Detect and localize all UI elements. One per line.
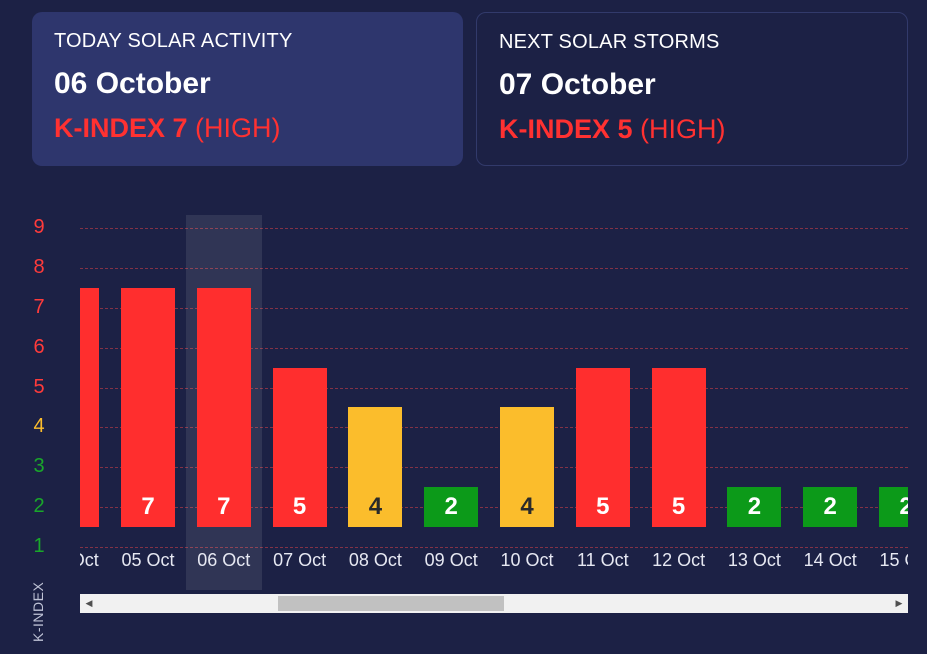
y-tick-label: 3 (33, 455, 45, 478)
bar-13-oct[interactable] (727, 487, 782, 527)
grid-line (80, 427, 908, 429)
y-tick-label: 5 (33, 375, 45, 398)
x-tick-label: 11 Oct (576, 550, 629, 570)
bar-15-oct[interactable] (879, 487, 908, 527)
scroll-left-arrow-icon[interactable]: ◀ (85, 598, 93, 608)
today-date: 06 October (54, 67, 211, 100)
x-tick-label: 07 Oct (273, 550, 327, 570)
y-axis-title: K-INDEX (30, 581, 46, 642)
bar-10-oct[interactable] (500, 407, 554, 527)
bar-04-oct[interactable] (80, 287, 100, 527)
bar-06-oct[interactable] (196, 287, 251, 527)
bar-data-label: 7 (217, 493, 231, 520)
x-tick-label: 06 Oct (197, 550, 251, 570)
scroll-right-arrow-icon[interactable]: ▶ (895, 598, 903, 608)
bar-data-label: 2 (823, 493, 837, 520)
y-tick-label: 1 (33, 535, 45, 557)
bar-11-oct[interactable] (575, 367, 630, 527)
chart-plot-area[interactable]: 04 Oct 7 05 Oct 7 06 Oct 5 07 Oct 4 08 Oct 2 09 Oc… (80, 200, 908, 590)
today-kindex-level: (HIGH) (195, 113, 281, 143)
next-kindex-value: K-INDEX 5 (499, 114, 633, 144)
grid-line (80, 267, 908, 269)
bar-09-oct[interactable] (424, 487, 479, 527)
next-kindex: K-INDEX 5 (HIGH) (499, 114, 885, 145)
grid-line (80, 387, 908, 389)
bar-data-label: 2 (899, 493, 908, 520)
bar-data-label: 2 (747, 493, 762, 520)
x-tick-label: 05 Oct (121, 550, 175, 570)
y-tick-label: 8 (33, 255, 45, 278)
scrollbar-thumb[interactable] (278, 596, 504, 611)
y-tick-label: 2 (33, 495, 45, 518)
bar-14-oct[interactable] (803, 487, 858, 527)
y-tick-label: 9 (33, 216, 45, 238)
bar-08-oct[interactable] (348, 407, 403, 527)
bar-12-oct[interactable] (651, 367, 706, 527)
grid-line (80, 347, 908, 349)
x-tick-label: 04 Oct (80, 550, 99, 570)
grid-line (80, 507, 908, 509)
bar-05-oct[interactable] (121, 287, 175, 527)
x-tick-label: 10 Oct (500, 550, 554, 570)
today-heading: TODAY SOLAR ACTIVITY (54, 30, 293, 52)
grid-line (80, 307, 908, 309)
bar-data-label: 5 (596, 493, 610, 520)
bar-data-label: 4 (368, 493, 383, 520)
grid-line (80, 228, 908, 229)
next-kindex-level: (HIGH) (640, 114, 726, 144)
y-tick-label: 7 (33, 295, 45, 318)
chart-horizontal-scrollbar[interactable]: ◀ ▶ (80, 594, 908, 613)
next-storm-card: NEXT SOLAR STORMS 07 October K-INDEX 5 (… (476, 12, 908, 166)
x-tick-label: 13 Oct (727, 550, 781, 570)
today-kindex-value: K-INDEX 7 (54, 113, 188, 143)
x-tick-label: 15 Oct (879, 550, 908, 570)
x-tick-label: 08 Oct (348, 550, 402, 570)
next-date: 07 October (499, 68, 656, 101)
y-tick-label: 4 (33, 415, 45, 438)
x-tick-label: 12 Oct (652, 550, 706, 570)
today-kindex: K-INDEX 7 (HIGH) (54, 113, 441, 144)
x-tick-label: 14 Oct (803, 550, 857, 570)
grid-line (80, 547, 908, 548)
x-tick-label: 09 Oct (424, 550, 478, 570)
bar-data-label: 5 (292, 493, 307, 520)
bar-data-label: 5 (671, 493, 686, 520)
today-activity-card: TODAY SOLAR ACTIVITY 06 October K-INDEX … (32, 12, 463, 166)
bar-data-label: 2 (444, 493, 458, 520)
next-heading: NEXT SOLAR STORMS (499, 31, 720, 53)
y-tick-label: 6 (33, 335, 45, 358)
bar-07-oct[interactable] (272, 367, 327, 527)
bar-data-label: 7 (141, 493, 155, 520)
grid-line (80, 467, 908, 469)
bar-data-label: 4 (520, 493, 534, 520)
